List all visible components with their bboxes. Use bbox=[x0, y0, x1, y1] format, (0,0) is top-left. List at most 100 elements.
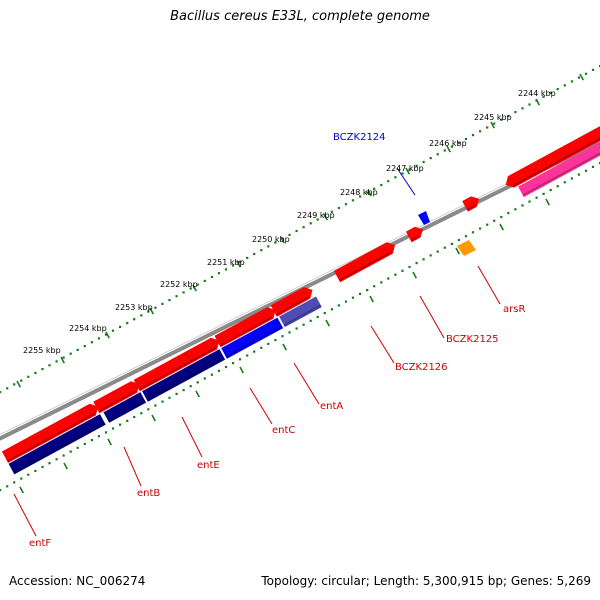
cds-blue-entC-shade bbox=[225, 325, 283, 358]
scale-dot bbox=[182, 291, 185, 294]
leader-arsR bbox=[477, 265, 501, 305]
scale-tick-label: 2250 kbp bbox=[252, 235, 290, 244]
scale-tick bbox=[367, 189, 373, 197]
scale-dot bbox=[196, 381, 199, 384]
scale-dot bbox=[97, 337, 100, 340]
scale-tick bbox=[107, 438, 113, 446]
scale-tick bbox=[19, 486, 25, 494]
scale-dot bbox=[394, 273, 397, 276]
scale-dot bbox=[464, 235, 468, 238]
scale-dot bbox=[436, 153, 439, 156]
scale-dot bbox=[493, 219, 496, 222]
cds-red-arsR bbox=[462, 196, 480, 212]
scale-dot bbox=[380, 183, 383, 187]
scale-dot bbox=[147, 310, 150, 313]
map-title: Bacillus cereus E33L, complete genome bbox=[170, 9, 430, 24]
scale-dot bbox=[203, 377, 206, 380]
scale-dot bbox=[41, 465, 44, 469]
scale-dot bbox=[535, 196, 538, 199]
scale-tick-label: 2255 kbp bbox=[23, 346, 61, 355]
scale-dot bbox=[500, 215, 503, 219]
scale-dot bbox=[486, 126, 489, 129]
scale-dot bbox=[55, 360, 58, 363]
scale-dot bbox=[570, 80, 573, 83]
scale-tick bbox=[545, 198, 551, 206]
scale-tick bbox=[60, 356, 66, 364]
scale-dot bbox=[126, 419, 129, 422]
scale-dot bbox=[450, 145, 453, 148]
scale-dot bbox=[351, 296, 355, 299]
scale-tick bbox=[455, 247, 461, 255]
scale-dot bbox=[253, 350, 256, 353]
scale-dot bbox=[260, 346, 263, 349]
scale-tick-label: 2251 kbp bbox=[207, 258, 245, 267]
cds-red-entB bbox=[93, 381, 140, 414]
scale-tick bbox=[192, 284, 198, 292]
scale-dot bbox=[359, 292, 362, 295]
scale-dot bbox=[0, 391, 2, 394]
scale-tick-label: 2245 kbp bbox=[474, 113, 512, 122]
scale-dot bbox=[267, 342, 270, 345]
scale-dot bbox=[267, 245, 270, 248]
scale-dot bbox=[443, 246, 446, 249]
scale-tick-label: 2252 kbp bbox=[160, 280, 198, 289]
scale-dot bbox=[62, 454, 65, 457]
scale-dot bbox=[55, 458, 58, 461]
scale-dot bbox=[20, 379, 23, 382]
scale-tick bbox=[579, 73, 585, 81]
scale-dot bbox=[514, 111, 517, 114]
scale-dot bbox=[429, 254, 432, 257]
scale-dot bbox=[90, 439, 93, 442]
scale-dot bbox=[570, 177, 573, 180]
scale-dot bbox=[316, 315, 319, 319]
scale-dot bbox=[422, 258, 425, 261]
cds-navy-entF bbox=[8, 414, 106, 475]
scale-tick bbox=[149, 307, 155, 315]
scale-dot bbox=[189, 385, 192, 388]
scale-dot bbox=[351, 199, 355, 202]
cds-navy-entE bbox=[142, 349, 226, 402]
scale-dot bbox=[140, 314, 143, 317]
scale-dot bbox=[231, 264, 235, 267]
cds-red-upper-shade bbox=[512, 137, 600, 187]
gene-label-BCZK2126: BCZK2126 bbox=[395, 362, 448, 373]
cds-navy-entB-shade bbox=[107, 400, 146, 422]
scale-tick bbox=[239, 366, 245, 374]
scale-dot bbox=[556, 88, 559, 91]
scale-tick-label: 2246 kbp bbox=[429, 139, 467, 148]
scale-dot bbox=[168, 396, 171, 399]
scale-dot bbox=[415, 164, 418, 167]
scale-dot bbox=[140, 412, 143, 415]
scale-dot bbox=[119, 423, 122, 426]
scale-dot bbox=[450, 242, 453, 245]
gene-label-entB: entB bbox=[137, 488, 160, 499]
scale-tick bbox=[63, 462, 69, 470]
scale-dot bbox=[584, 72, 588, 75]
cds-red-arsR-shade bbox=[466, 204, 477, 211]
scale-dot bbox=[344, 203, 348, 206]
cds-red-upper bbox=[505, 126, 600, 188]
scale-dot bbox=[436, 250, 439, 253]
scale-dot bbox=[6, 387, 9, 390]
scale-dot bbox=[90, 341, 93, 344]
scale-dot bbox=[41, 368, 44, 371]
scale-dot bbox=[111, 329, 115, 332]
scale-tick bbox=[446, 145, 452, 153]
label-layer: 2244 kbp 2245 kbp 2246 kbp 2247 kbp 2248 kbp… bbox=[23, 89, 556, 549]
scale-dot bbox=[175, 295, 178, 298]
leader-BCZK2126 bbox=[370, 325, 395, 364]
scale-dot bbox=[154, 306, 157, 309]
cds-red-entE-shade bbox=[138, 346, 217, 391]
cds-red-BCZK2126-shade bbox=[338, 251, 393, 282]
scale-tick bbox=[280, 236, 286, 244]
cds-navy-entE-shade bbox=[146, 357, 225, 401]
scale-dot bbox=[83, 442, 86, 445]
cds-navy-entF-shade bbox=[12, 422, 106, 474]
scale-dot bbox=[288, 331, 291, 334]
leader-BCZK2124 bbox=[396, 167, 416, 196]
scale-dot bbox=[168, 299, 171, 302]
scale-dot bbox=[0, 489, 2, 492]
scale-dot bbox=[591, 165, 595, 168]
scale-dot bbox=[591, 68, 595, 71]
cds-red-entF bbox=[1, 403, 99, 463]
